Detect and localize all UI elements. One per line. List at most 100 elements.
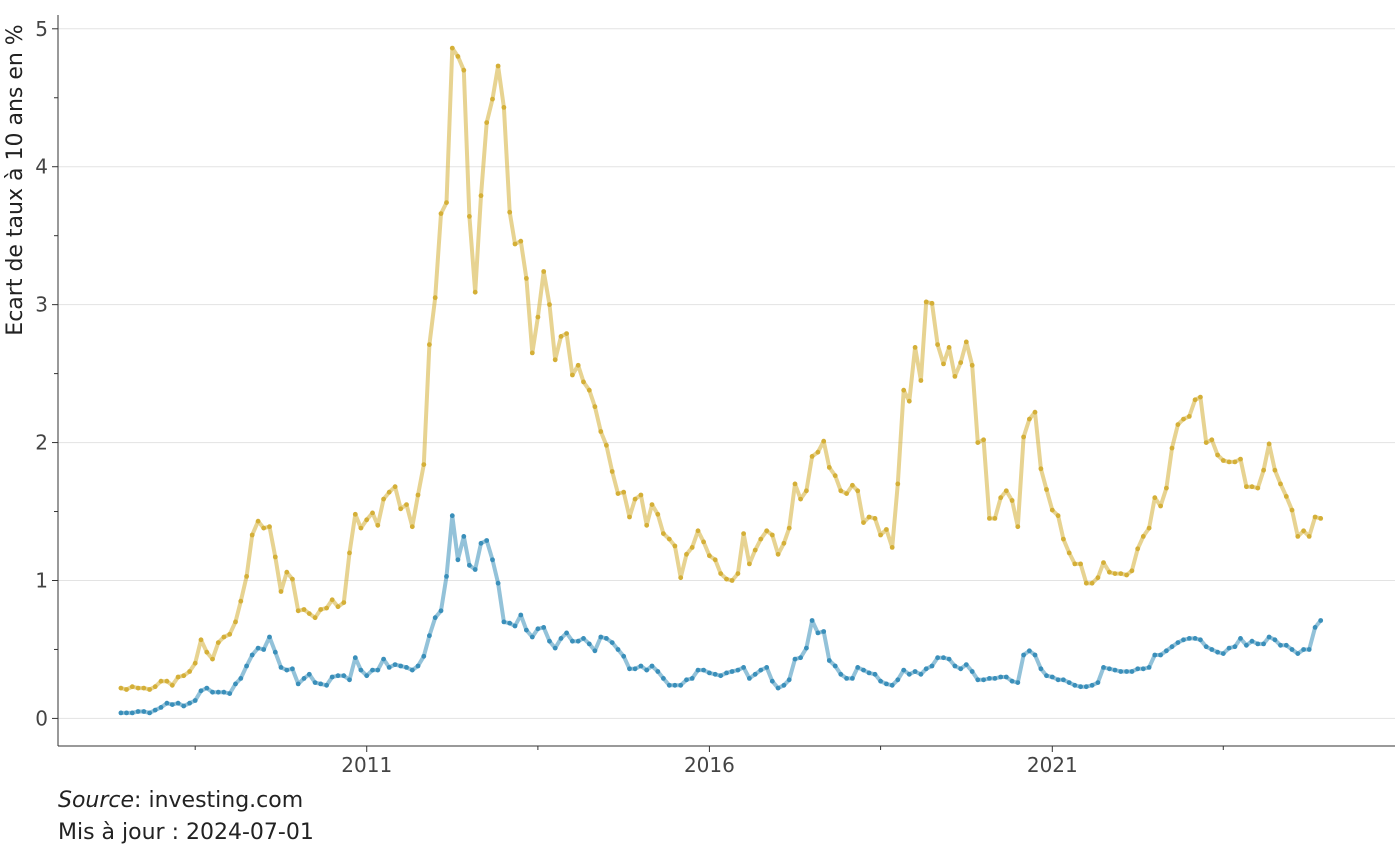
data-point <box>969 669 975 674</box>
data-point <box>1021 434 1026 440</box>
data-point <box>1238 636 1243 641</box>
data-point <box>792 656 798 662</box>
data-point <box>381 496 386 502</box>
data-point <box>249 652 255 658</box>
data-point <box>398 506 404 512</box>
data-point <box>169 702 175 707</box>
data-point <box>1027 416 1032 422</box>
data-point <box>741 665 746 670</box>
y-tick-label: 4 <box>35 155 48 179</box>
data-point <box>386 489 392 495</box>
data-point <box>1289 647 1295 652</box>
data-point <box>1112 667 1118 673</box>
data-point <box>547 638 552 644</box>
data-point <box>295 681 301 687</box>
data-point <box>684 551 689 557</box>
data-point <box>952 374 958 379</box>
data-point <box>233 619 238 625</box>
data-point <box>324 605 329 611</box>
data-point <box>701 539 706 545</box>
data-point <box>1186 636 1192 641</box>
data-point <box>306 611 312 616</box>
data-point <box>467 562 472 568</box>
data-point <box>661 676 666 681</box>
data-point <box>370 510 375 516</box>
data-point <box>918 671 924 677</box>
data-point <box>192 698 198 703</box>
data-point <box>604 636 609 641</box>
data-point <box>844 676 849 681</box>
source-label: Source <box>58 788 135 813</box>
data-point <box>992 516 998 521</box>
data-point <box>1318 516 1324 521</box>
data-point <box>409 524 415 530</box>
data-point <box>981 437 986 443</box>
data-point <box>187 669 193 674</box>
data-point <box>1266 634 1272 640</box>
data-point <box>1266 441 1272 447</box>
data-point <box>838 488 844 494</box>
data-point <box>404 665 409 670</box>
data-point <box>1203 644 1209 650</box>
data-point <box>1220 651 1226 656</box>
data-point <box>347 677 352 683</box>
x-tick-label: 2016 <box>684 753 735 777</box>
y-axis-label: Ecart de taux à 10 ans en % <box>3 24 28 335</box>
data-point <box>164 700 170 706</box>
data-point <box>290 666 295 672</box>
data-point <box>615 491 621 496</box>
data-point <box>295 608 301 614</box>
data-point <box>249 532 255 538</box>
data-point <box>227 691 233 696</box>
data-point <box>1209 437 1215 443</box>
source-caption: Source: investing.com <box>58 788 303 813</box>
data-point <box>1032 652 1038 658</box>
data-point <box>324 682 329 688</box>
data-point <box>1295 534 1301 539</box>
data-point <box>427 633 432 639</box>
data-point <box>1261 467 1266 473</box>
data-point <box>1118 571 1124 576</box>
data-point <box>1198 394 1203 400</box>
data-point <box>284 569 290 575</box>
data-point <box>998 674 1004 680</box>
data-point <box>1038 666 1044 672</box>
data-point <box>615 647 621 652</box>
data-point <box>564 331 569 336</box>
data-point <box>478 540 484 546</box>
data-point <box>444 574 449 579</box>
data-point <box>512 241 518 247</box>
data-point <box>518 238 524 244</box>
data-point <box>649 502 655 507</box>
data-point <box>912 345 918 350</box>
data-point <box>1055 677 1061 683</box>
data-point <box>598 634 604 640</box>
data-point <box>438 608 444 614</box>
data-point <box>878 532 883 538</box>
data-point <box>1283 642 1289 648</box>
data-point <box>541 269 547 274</box>
data-point <box>1215 649 1220 655</box>
data-point <box>895 481 901 487</box>
data-point <box>1078 684 1083 690</box>
data-point <box>752 547 758 553</box>
data-point <box>963 339 969 345</box>
data-point <box>421 653 427 659</box>
y-tick-label: 3 <box>35 293 48 317</box>
data-point <box>741 531 746 536</box>
data-point <box>255 518 261 524</box>
data-point <box>1249 638 1255 644</box>
data-point <box>649 663 655 669</box>
data-point <box>1021 652 1026 658</box>
data-point <box>638 492 644 498</box>
data-point <box>798 496 803 502</box>
data-point <box>312 615 318 621</box>
data-point <box>175 674 181 680</box>
data-point <box>609 469 615 474</box>
data-point <box>695 667 701 673</box>
data-point <box>484 120 490 125</box>
data-point <box>769 532 775 538</box>
data-point <box>1306 534 1312 539</box>
y-tick-label: 5 <box>35 17 48 41</box>
data-point <box>438 211 444 217</box>
